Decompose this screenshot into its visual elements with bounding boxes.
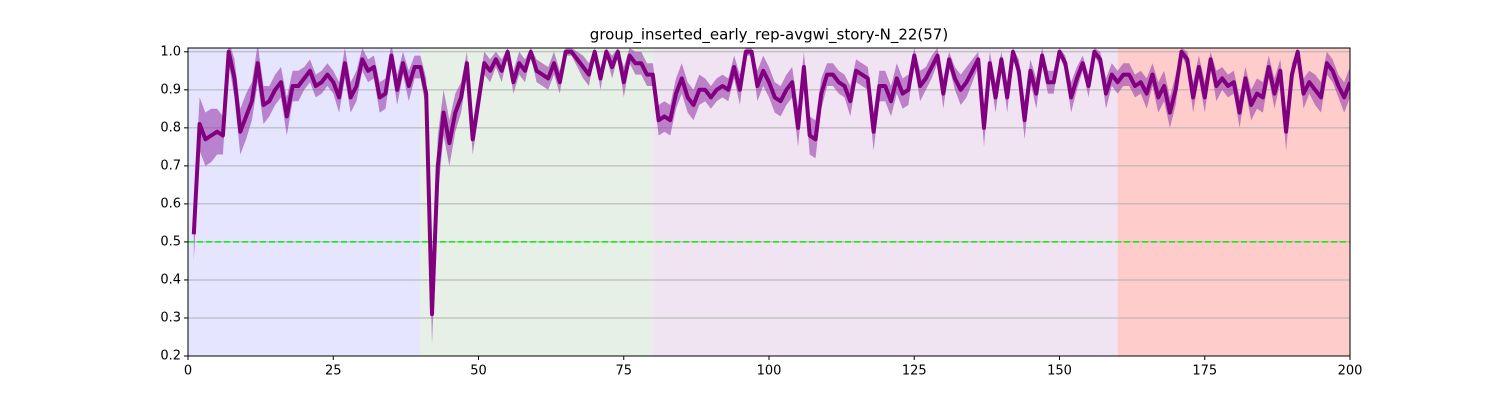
y-tick-label: 0.9 (160, 82, 181, 97)
y-tick-label: 0.5 (160, 234, 181, 249)
y-tick-label: 0.8 (160, 120, 181, 135)
x-tick-label: 125 (902, 364, 927, 379)
y-tick-label: 0.7 (160, 158, 181, 173)
y-tick-label: 0.4 (160, 272, 181, 287)
x-tick-label: 0 (184, 364, 192, 379)
y-tick-label: 1.0 (160, 44, 181, 59)
error-band (193, 48, 1350, 345)
x-tick-label: 175 (1192, 364, 1217, 379)
x-tick-label: 200 (1338, 364, 1363, 379)
y-tick-label: 0.3 (160, 310, 181, 325)
x-tick-label: 150 (1047, 364, 1072, 379)
line-series (191, 49, 1350, 317)
plot-frame (187, 47, 1351, 357)
y-tick-label: 0.6 (160, 196, 181, 211)
plot-area (188, 48, 1350, 345)
x-tick-label: 75 (615, 364, 632, 379)
x-tick-label: 50 (470, 364, 487, 379)
x-tick-label: 25 (325, 364, 342, 379)
chart-title: group_inserted_early_rep-avgwi_story-N_2… (590, 26, 948, 45)
y-tick-label: 0.2 (160, 349, 181, 364)
x-tick-label: 100 (757, 364, 782, 379)
